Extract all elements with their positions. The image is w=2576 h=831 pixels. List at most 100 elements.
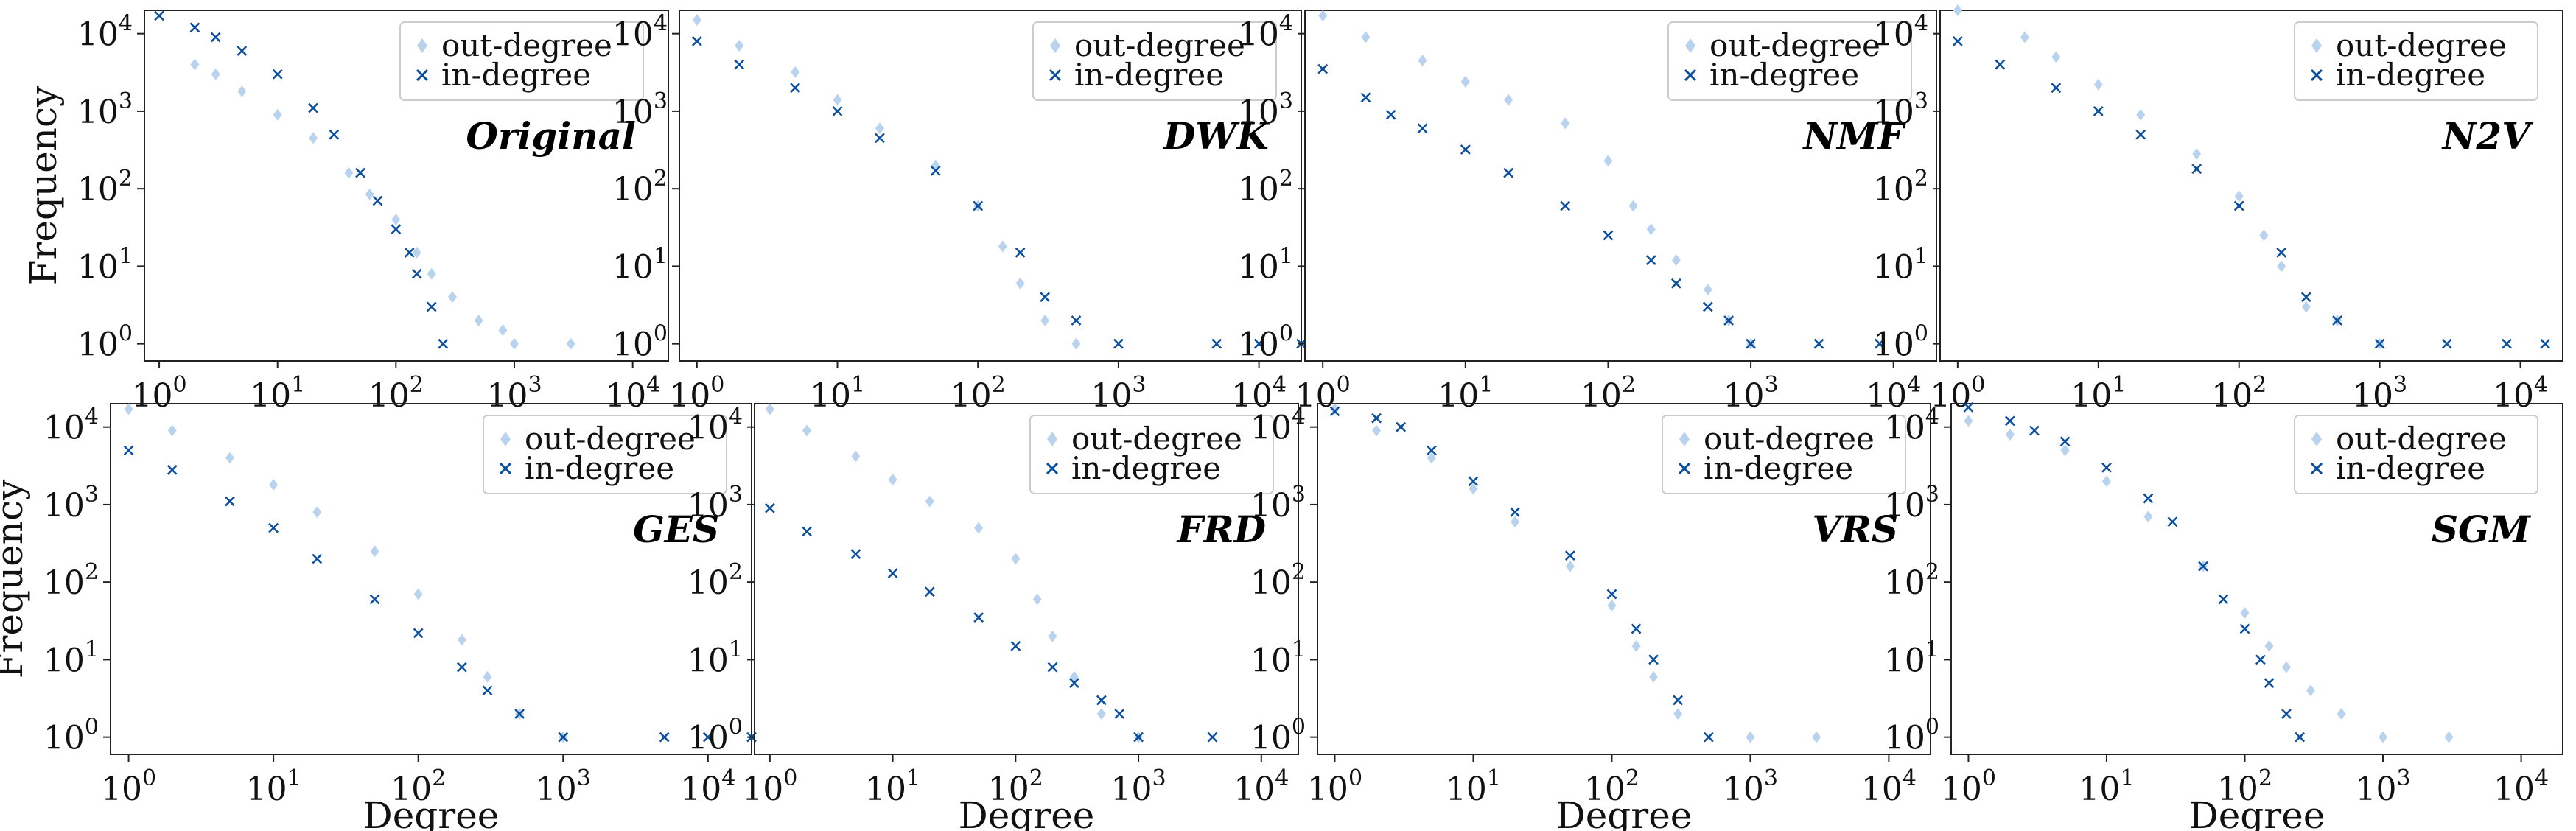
diamond-marker-icon bbox=[417, 38, 427, 53]
y-tick-label: 104 bbox=[1884, 404, 1939, 447]
data-point-out-degree bbox=[2337, 707, 2346, 720]
x-tick-label: 101 bbox=[1446, 765, 1501, 808]
series-in-degree bbox=[1952, 35, 2551, 349]
data-point-out-degree bbox=[2020, 31, 2029, 43]
legend-box bbox=[399, 21, 644, 101]
data-point-out-degree bbox=[1469, 483, 1478, 495]
data-point-in-degree bbox=[924, 586, 935, 597]
data-point-in-degree bbox=[514, 709, 525, 719]
legend-label: in-degree bbox=[1704, 450, 1853, 486]
x-tick-label: 102 bbox=[2217, 765, 2272, 808]
x-tick-label: 102 bbox=[1581, 372, 1636, 415]
data-point-in-degree bbox=[1670, 278, 1681, 289]
panel-title: N2V bbox=[2441, 114, 2534, 158]
y-tick-label: 102 bbox=[1884, 559, 1939, 602]
panel-vrs: 100 101 102 103 104 100 101 102 103 104 Degree out-… bbox=[1250, 403, 1931, 831]
data-point-out-degree bbox=[413, 588, 423, 600]
data-point-in-degree bbox=[2101, 462, 2112, 473]
data-point-in-degree bbox=[1114, 709, 1125, 719]
data-point-in-degree bbox=[1329, 406, 1340, 417]
y-tick-label: 103 bbox=[43, 482, 99, 525]
x-tick-label: 102 bbox=[368, 372, 424, 415]
x-tick-label: 103 bbox=[1111, 765, 1166, 808]
data-point-in-degree bbox=[930, 166, 941, 176]
data-point-out-degree bbox=[765, 403, 774, 416]
legend-label: in-degree bbox=[525, 450, 674, 486]
data-point-in-degree bbox=[1040, 292, 1051, 303]
data-point-in-degree bbox=[1746, 338, 1756, 349]
data-point-out-degree bbox=[1511, 516, 1520, 528]
panel-title: SGM bbox=[2432, 508, 2532, 551]
y-tick-label: 101 bbox=[1250, 637, 1306, 679]
y-tick-label: 102 bbox=[77, 166, 133, 208]
x-tick-label: 101 bbox=[246, 765, 301, 808]
data-point-out-degree bbox=[1015, 277, 1025, 290]
data-point-out-degree bbox=[2005, 428, 2015, 441]
panel-title: GES bbox=[633, 508, 719, 551]
panel-n2v: 100 101 102 103 104100101102103104out-degree… bbox=[1873, 4, 2563, 415]
data-point-out-degree bbox=[2277, 260, 2286, 273]
data-point-in-degree bbox=[1603, 230, 1614, 241]
series-in-degree bbox=[123, 445, 757, 743]
panel-title: DWK bbox=[1162, 114, 1271, 158]
data-point-in-degree bbox=[1071, 315, 1082, 326]
data-point-in-degree bbox=[2276, 247, 2287, 258]
plot-frame bbox=[110, 403, 752, 755]
x-tick-label: 101 bbox=[865, 765, 920, 808]
data-point-out-degree bbox=[2240, 607, 2250, 620]
series-in-degree bbox=[1329, 406, 1714, 743]
data-point-in-degree bbox=[372, 195, 383, 206]
y-tick-label: 102 bbox=[1250, 559, 1306, 602]
data-point-out-degree bbox=[2264, 639, 2274, 652]
legend-label: in-degree bbox=[1071, 450, 1221, 486]
data-point-out-degree bbox=[1460, 75, 1470, 88]
data-point-out-degree bbox=[273, 108, 282, 121]
data-point-in-degree bbox=[973, 200, 984, 211]
data-point-out-degree bbox=[931, 159, 940, 172]
panel-title: NMF bbox=[1802, 114, 1906, 158]
data-point-in-degree bbox=[850, 549, 861, 559]
data-point-in-degree bbox=[225, 496, 235, 507]
data-point-in-degree bbox=[1673, 695, 1684, 706]
y-tick-label: 102 bbox=[612, 166, 668, 208]
data-point-in-degree bbox=[1813, 338, 1824, 349]
data-point-in-degree bbox=[1253, 338, 1264, 349]
y-tick-label: 102 bbox=[1873, 166, 1928, 208]
legend-label: out-degree bbox=[1071, 421, 1242, 457]
x-tick-label: 101 bbox=[810, 372, 865, 415]
plot-frame bbox=[144, 10, 669, 362]
panel-title: FRD bbox=[1176, 508, 1266, 551]
y-tick-label: 100 bbox=[77, 321, 133, 364]
data-point-out-degree bbox=[1565, 560, 1575, 572]
data-point-out-degree bbox=[1561, 117, 1570, 130]
data-point-out-degree bbox=[1372, 424, 1382, 437]
y-tick-label: 100 bbox=[1238, 321, 1293, 364]
data-point-out-degree bbox=[237, 85, 247, 98]
data-point-out-degree bbox=[370, 545, 379, 558]
data-point-in-degree bbox=[1510, 507, 1520, 518]
y-tick-label: 101 bbox=[77, 243, 133, 286]
data-point-out-degree bbox=[2379, 731, 2388, 743]
x-tick-label: 103 bbox=[1723, 765, 1778, 808]
data-point-in-degree bbox=[2029, 425, 2040, 436]
x-tick-label: 104 bbox=[680, 765, 735, 808]
data-point-out-degree bbox=[2444, 731, 2454, 743]
y-tick-label: 104 bbox=[1250, 404, 1306, 447]
data-point-out-degree bbox=[2301, 301, 2311, 313]
data-point-in-degree bbox=[1096, 695, 1107, 706]
data-point-in-degree bbox=[1047, 662, 1058, 673]
data-point-out-degree bbox=[1361, 31, 1371, 43]
x-tick-label: 102 bbox=[988, 765, 1043, 808]
data-point-out-degree bbox=[875, 122, 884, 135]
data-point-out-degree bbox=[2259, 229, 2269, 242]
data-point-in-degree bbox=[1963, 402, 1974, 413]
data-point-in-degree bbox=[764, 502, 775, 513]
data-point-in-degree bbox=[2540, 338, 2551, 349]
x-axis-title: Degree bbox=[2189, 794, 2325, 831]
data-point-in-degree bbox=[123, 445, 134, 456]
legend-label: out-degree bbox=[1074, 27, 1245, 63]
data-point-out-degree bbox=[1746, 731, 1755, 743]
data-point-out-degree bbox=[1330, 403, 1340, 416]
